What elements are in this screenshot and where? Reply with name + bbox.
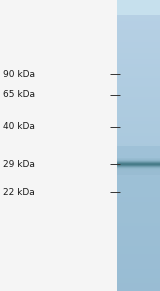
Text: 90 kDa: 90 kDa bbox=[3, 70, 35, 79]
Text: 65 kDa: 65 kDa bbox=[3, 90, 35, 99]
Text: 40 kDa: 40 kDa bbox=[3, 122, 35, 131]
Text: 29 kDa: 29 kDa bbox=[3, 160, 35, 169]
Text: 22 kDa: 22 kDa bbox=[3, 188, 35, 196]
